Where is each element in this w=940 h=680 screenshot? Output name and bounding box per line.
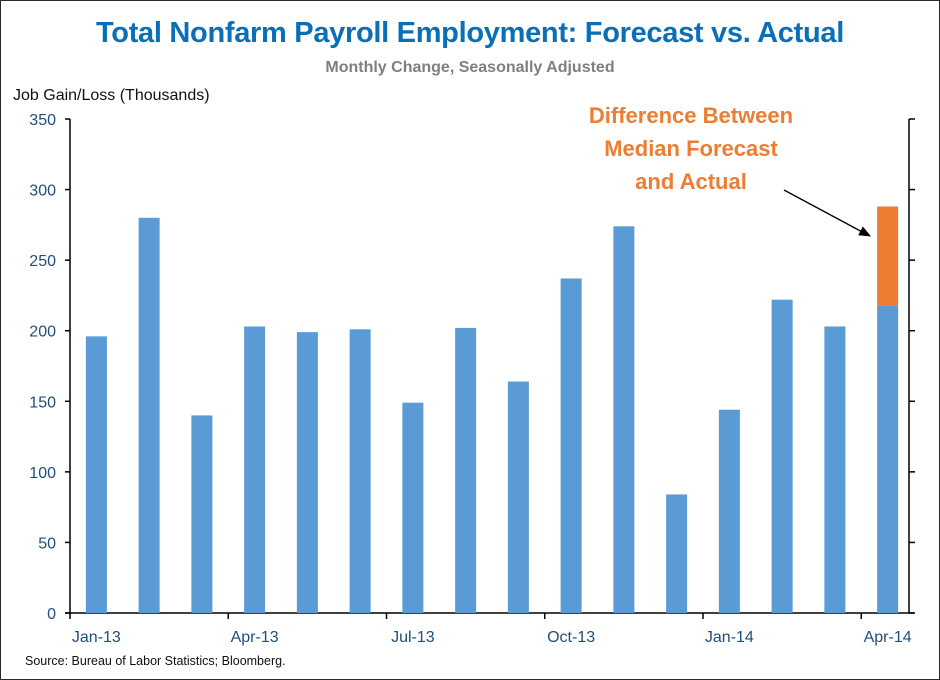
bar-Dec-13 (666, 494, 688, 613)
bar-Jul-13 (402, 402, 424, 613)
x-tick-label: Jul-13 (391, 629, 435, 646)
y-tick-label: 50 (38, 535, 56, 552)
x-tick-label: Jan-14 (705, 629, 754, 646)
x-tick-label: Apr-14 (864, 629, 912, 646)
chart-subtitle: Monthly Change, Seasonally Adjusted (325, 59, 615, 76)
annotation-arrowhead-icon (858, 226, 872, 237)
x-tick-label: Oct-13 (547, 629, 595, 646)
bar-Apr-13 (244, 326, 266, 613)
y-tick-label: 100 (29, 465, 56, 482)
bar-Feb-13 (138, 217, 160, 614)
bar-Apr-14 (877, 305, 899, 613)
bar-Sep-13 (507, 381, 529, 613)
annotation-text: Median Forecast (604, 136, 778, 161)
bar-Jan-13 (85, 336, 107, 613)
y-tick-label: 250 (29, 253, 56, 270)
x-tick-label: Jan-13 (72, 629, 121, 646)
bar-Nov-13 (613, 226, 635, 614)
bar-Jan-14 (718, 409, 740, 613)
bar-Mar-13 (191, 415, 213, 613)
bar-Jun-13 (349, 329, 371, 613)
bar-Feb-14 (771, 299, 793, 613)
y-tick-label: 0 (47, 606, 56, 623)
bar-difference-Apr-14 (877, 206, 899, 306)
bar-May-13 (296, 332, 318, 613)
bar-Mar-14 (824, 326, 846, 613)
bar-Oct-13 (560, 278, 582, 613)
chart-title: Total Nonfarm Payroll Employment: Foreca… (96, 17, 844, 49)
y-tick-label: 200 (29, 324, 56, 341)
y-axis-label: Job Gain/Loss (Thousands) (13, 87, 210, 104)
annotation-text: and Actual (635, 169, 747, 194)
bar-Aug-13 (455, 327, 477, 613)
y-tick-label: 150 (29, 394, 56, 411)
source-note: Source: Bureau of Labor Statistics; Bloo… (25, 654, 286, 668)
x-tick-label: Apr-13 (231, 629, 279, 646)
annotation-text: Difference Between (589, 103, 793, 128)
y-tick-label: 300 (29, 183, 56, 200)
y-tick-label: 350 (29, 112, 56, 129)
annotation-arrow-line (783, 189, 866, 235)
